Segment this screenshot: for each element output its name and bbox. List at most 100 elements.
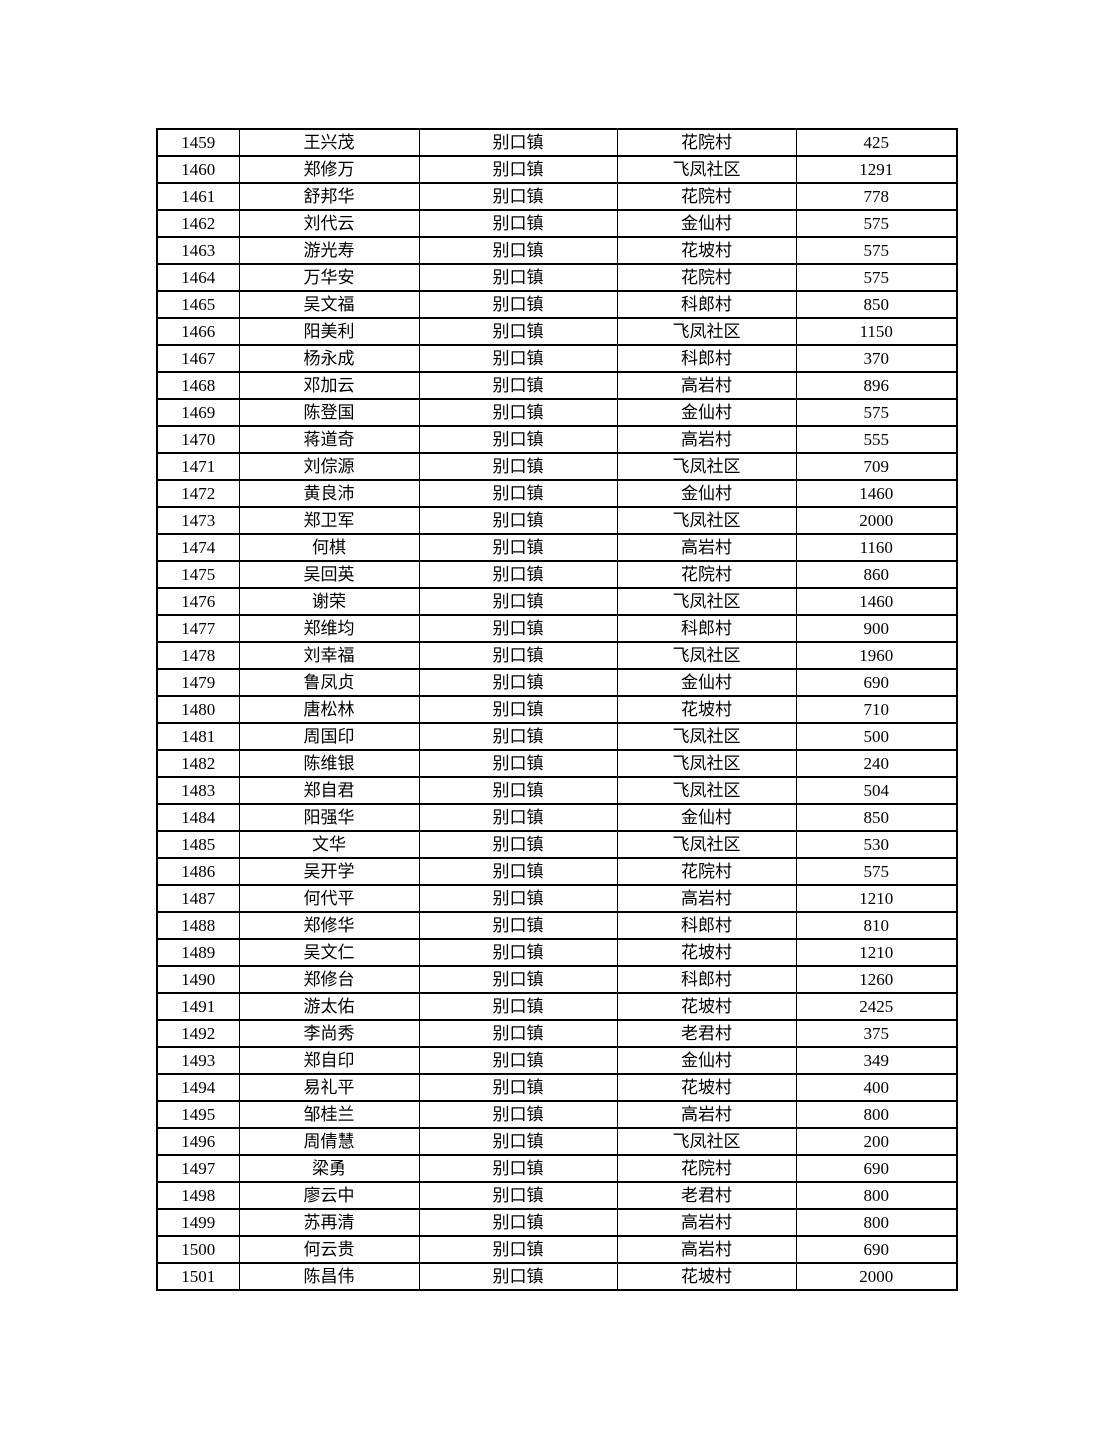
town-cell: 别口镇 (418, 425, 618, 454)
amount-cell: 349 (795, 1046, 958, 1075)
person-name-cell: 郑修华 (238, 911, 420, 940)
table-row: 1497 梁勇 别口镇 花院村 690 (156, 1154, 958, 1183)
table-row: 1499 苏再清 别口镇 高岩村 800 (156, 1208, 958, 1237)
table-row: 1463 游光寿 别口镇 花坡村 575 (156, 236, 958, 265)
person-name-cell: 文华 (238, 830, 420, 859)
town-cell: 别口镇 (418, 371, 618, 400)
person-name-cell: 苏再清 (238, 1208, 420, 1237)
serial-number-cell: 1486 (156, 857, 240, 886)
table-row: 1495 邹桂兰 别口镇 高岩村 800 (156, 1100, 958, 1129)
village-cell: 飞凤社区 (616, 641, 797, 670)
amount-cell: 1960 (795, 641, 958, 670)
amount-cell: 810 (795, 911, 958, 940)
amount-cell: 1260 (795, 965, 958, 994)
amount-cell: 1210 (795, 938, 958, 967)
person-name-cell: 何棋 (238, 533, 420, 562)
village-cell: 飞凤社区 (616, 506, 797, 535)
table-row: 1459 王兴茂 别口镇 花院村 425 (156, 128, 958, 157)
person-name-cell: 游太佑 (238, 992, 420, 1021)
village-cell: 高岩村 (616, 425, 797, 454)
person-name-cell: 唐松林 (238, 695, 420, 724)
person-name-cell: 杨永成 (238, 344, 420, 373)
amount-cell: 575 (795, 209, 958, 238)
village-cell: 高岩村 (616, 371, 797, 400)
village-cell: 飞凤社区 (616, 1127, 797, 1156)
serial-number-cell: 1459 (156, 128, 240, 157)
town-cell: 别口镇 (418, 263, 618, 292)
amount-cell: 1460 (795, 479, 958, 508)
village-cell: 花坡村 (616, 992, 797, 1021)
village-cell: 花院村 (616, 128, 797, 157)
table-row: 1475 吴回英 别口镇 花院村 860 (156, 560, 958, 589)
person-name-cell: 阳强华 (238, 803, 420, 832)
serial-number-cell: 1497 (156, 1154, 240, 1183)
person-name-cell: 邹桂兰 (238, 1100, 420, 1129)
serial-number-cell: 1467 (156, 344, 240, 373)
town-cell: 别口镇 (418, 479, 618, 508)
village-cell: 科郎村 (616, 344, 797, 373)
village-cell: 花院村 (616, 263, 797, 292)
amount-cell: 800 (795, 1208, 958, 1237)
table-row: 1484 阳强华 别口镇 金仙村 850 (156, 803, 958, 832)
table-row: 1489 吴文仁 别口镇 花坡村 1210 (156, 938, 958, 967)
amount-cell: 2000 (795, 506, 958, 535)
town-cell: 别口镇 (418, 182, 618, 211)
town-cell: 别口镇 (418, 749, 618, 778)
serial-number-cell: 1481 (156, 722, 240, 751)
amount-cell: 690 (795, 668, 958, 697)
town-cell: 别口镇 (418, 884, 618, 913)
town-cell: 别口镇 (418, 344, 618, 373)
serial-number-cell: 1500 (156, 1235, 240, 1264)
amount-cell: 690 (795, 1235, 958, 1264)
person-name-cell: 吴文仁 (238, 938, 420, 967)
amount-cell: 504 (795, 776, 958, 805)
table-row: 1498 廖云中 别口镇 老君村 800 (156, 1181, 958, 1210)
village-cell: 飞凤社区 (616, 830, 797, 859)
town-cell: 别口镇 (418, 1181, 618, 1210)
person-name-cell: 郑维均 (238, 614, 420, 643)
amount-cell: 710 (795, 695, 958, 724)
serial-number-cell: 1464 (156, 263, 240, 292)
amount-cell: 2425 (795, 992, 958, 1021)
table-row: 1492 李尚秀 别口镇 老君村 375 (156, 1019, 958, 1048)
person-name-cell: 郑卫军 (238, 506, 420, 535)
table-row: 1477 郑维均 别口镇 科郎村 900 (156, 614, 958, 643)
table-row: 1483 郑自君 别口镇 飞凤社区 504 (156, 776, 958, 805)
table-row: 1494 易礼平 别口镇 花坡村 400 (156, 1073, 958, 1102)
table-row: 1482 陈维银 别口镇 飞凤社区 240 (156, 749, 958, 778)
village-cell: 花坡村 (616, 938, 797, 967)
village-cell: 科郎村 (616, 965, 797, 994)
person-name-cell: 易礼平 (238, 1073, 420, 1102)
amount-cell: 900 (795, 614, 958, 643)
amount-cell: 575 (795, 236, 958, 265)
town-cell: 别口镇 (418, 533, 618, 562)
person-name-cell: 陈昌伟 (238, 1262, 420, 1291)
serial-number-cell: 1491 (156, 992, 240, 1021)
person-name-cell: 阳美利 (238, 317, 420, 346)
village-cell: 花坡村 (616, 236, 797, 265)
village-cell: 金仙村 (616, 479, 797, 508)
town-cell: 别口镇 (418, 722, 618, 751)
village-cell: 花坡村 (616, 1262, 797, 1291)
serial-number-cell: 1499 (156, 1208, 240, 1237)
amount-cell: 709 (795, 452, 958, 481)
person-name-cell: 蒋道奇 (238, 425, 420, 454)
town-cell: 别口镇 (418, 938, 618, 967)
village-cell: 花院村 (616, 182, 797, 211)
table-row: 1465 吴文福 别口镇 科郎村 850 (156, 290, 958, 319)
person-name-cell: 何代平 (238, 884, 420, 913)
village-cell: 高岩村 (616, 1100, 797, 1129)
town-cell: 别口镇 (418, 668, 618, 697)
serial-number-cell: 1488 (156, 911, 240, 940)
serial-number-cell: 1480 (156, 695, 240, 724)
serial-number-cell: 1461 (156, 182, 240, 211)
person-name-cell: 刘幸福 (238, 641, 420, 670)
serial-number-cell: 1484 (156, 803, 240, 832)
town-cell: 别口镇 (418, 1262, 618, 1291)
amount-cell: 500 (795, 722, 958, 751)
amount-cell: 850 (795, 290, 958, 319)
amount-cell: 555 (795, 425, 958, 454)
serial-number-cell: 1470 (156, 425, 240, 454)
person-name-cell: 梁勇 (238, 1154, 420, 1183)
